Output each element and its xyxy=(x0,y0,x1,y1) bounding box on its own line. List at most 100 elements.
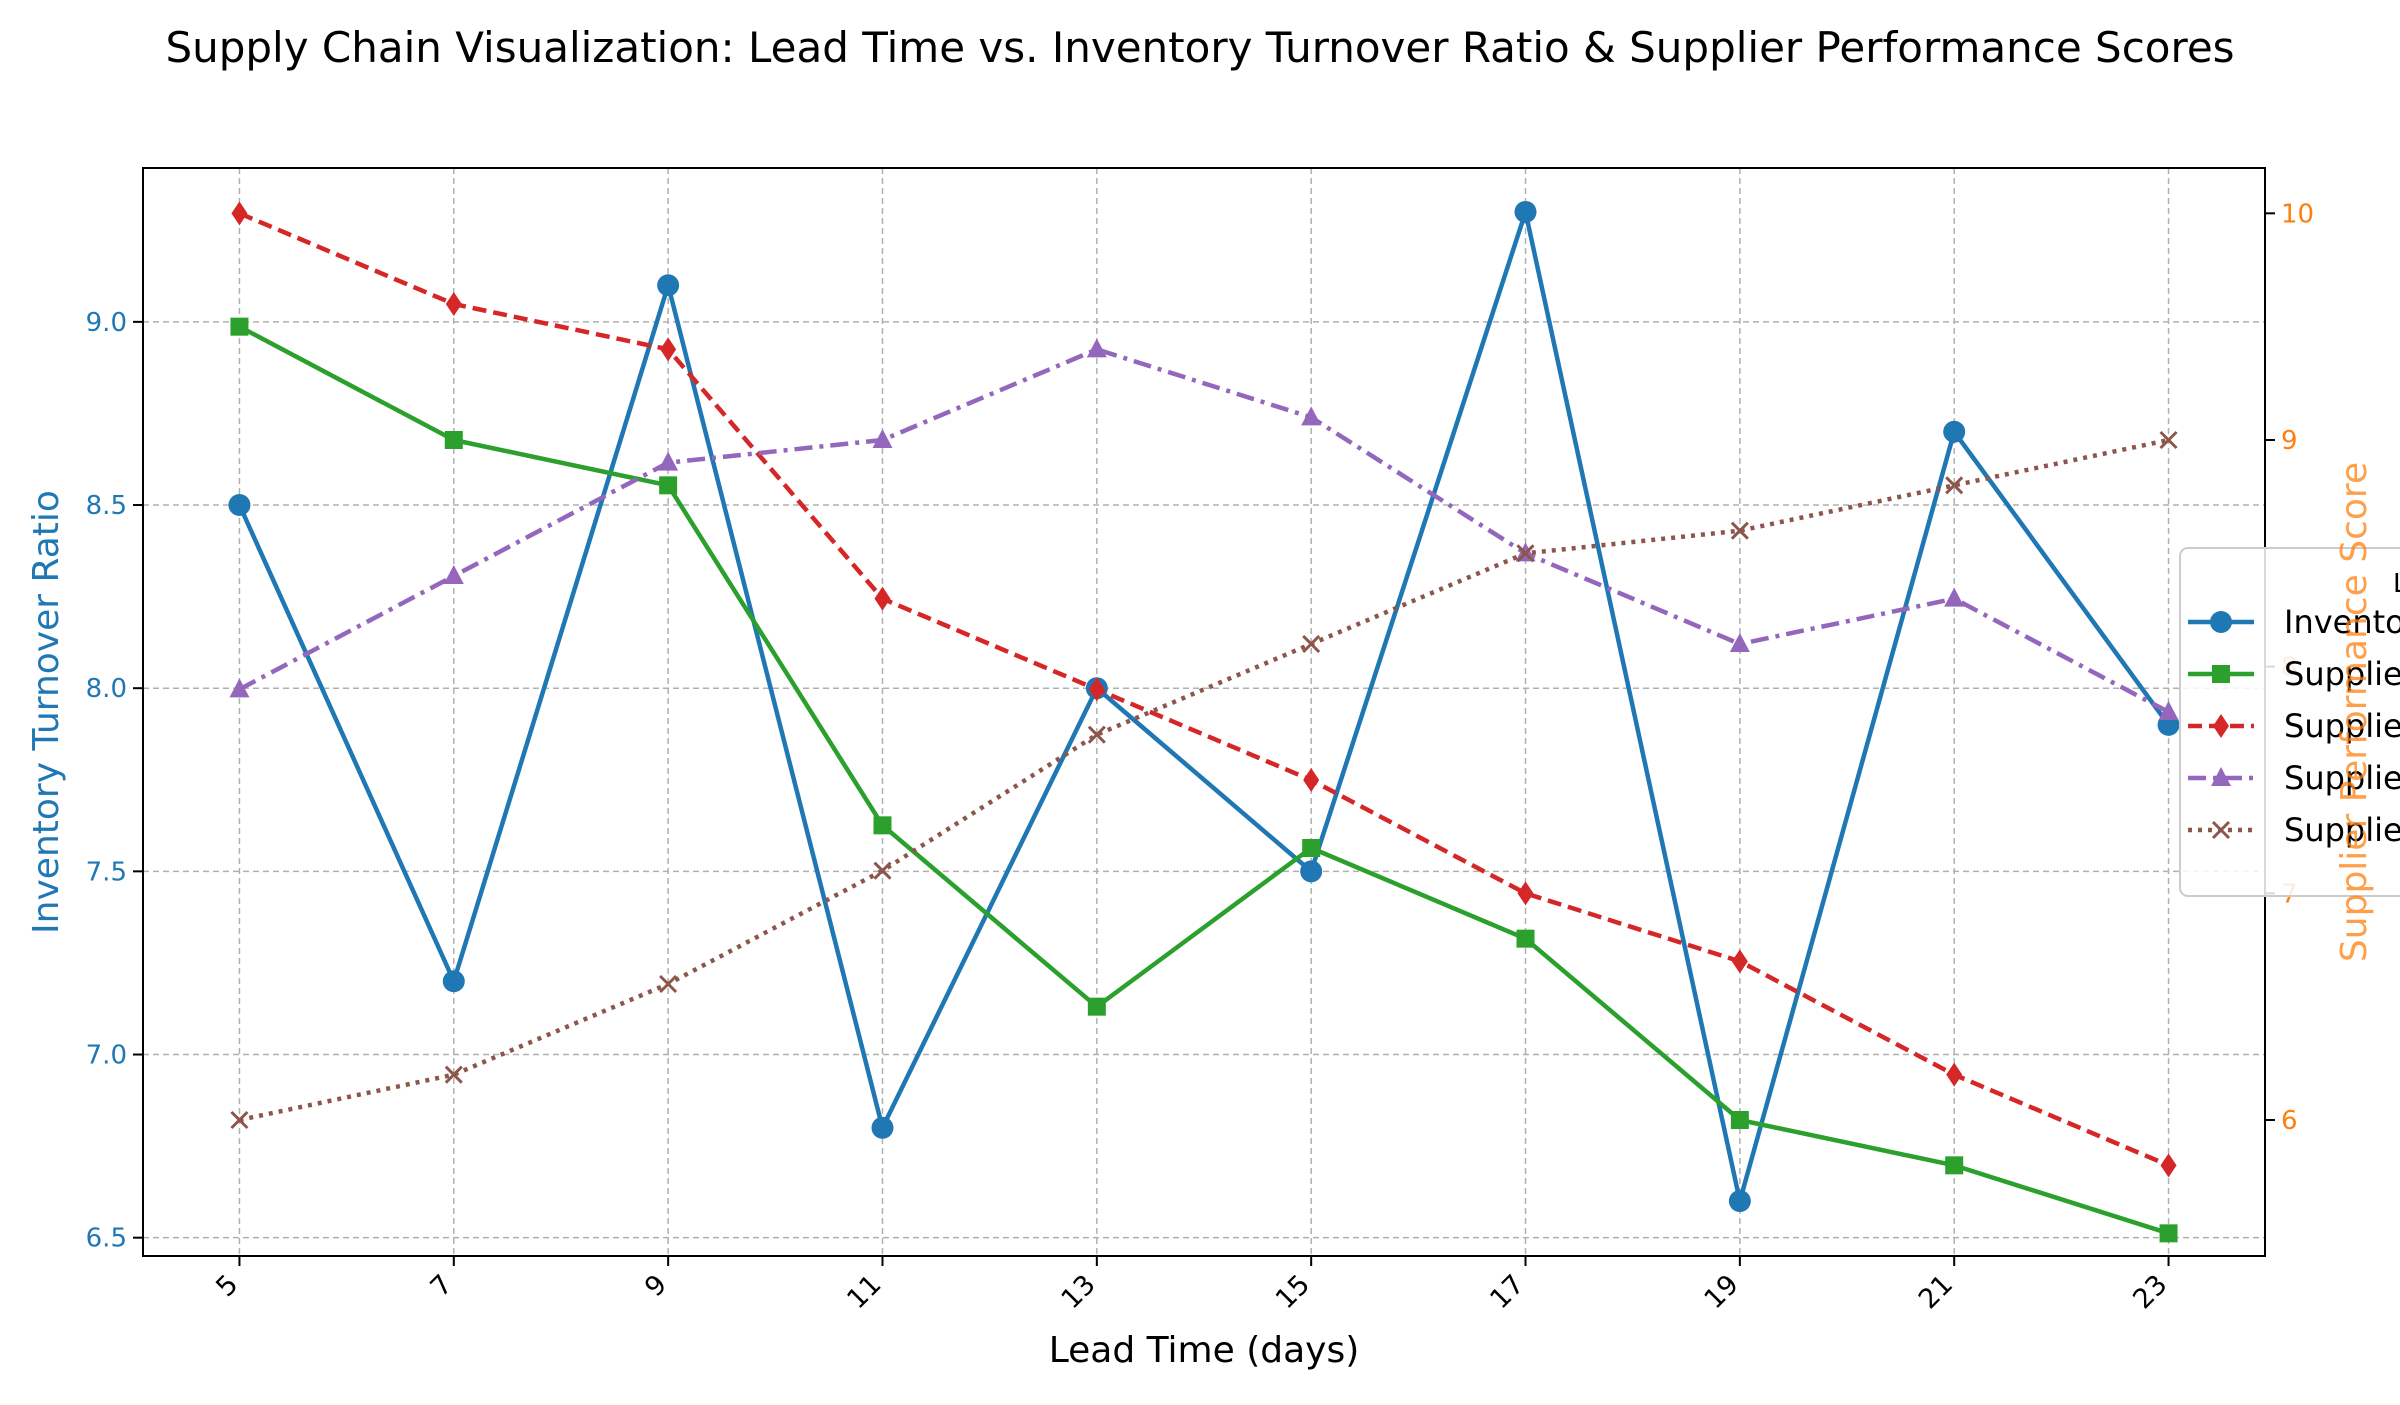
legend-item-1: Invento xyxy=(2188,603,2400,641)
legend-label: Supplie xyxy=(2284,811,2400,849)
series-2 xyxy=(230,317,2178,1243)
series-3-point xyxy=(1303,768,1320,792)
series-1-line xyxy=(237,209,2171,1204)
series-3-point xyxy=(231,201,248,226)
series-3-line xyxy=(238,211,2170,1168)
series-4-point xyxy=(443,565,464,584)
series-1-point xyxy=(1300,860,1323,883)
legend-label: Supplie xyxy=(2284,759,2400,797)
legend-marker xyxy=(2211,767,2231,786)
series-1 xyxy=(228,200,2180,1213)
series-5-point xyxy=(659,974,678,994)
series-3-point xyxy=(445,292,462,316)
series-4-point xyxy=(1301,406,1322,426)
legend: L Invento Supplie Supplie Supplie Supplie xyxy=(2179,547,2400,897)
series-1-point xyxy=(442,970,465,993)
series-5-point xyxy=(1302,634,1321,654)
legend-item-3: Supplie xyxy=(2188,707,2400,745)
series-layer xyxy=(228,200,2180,1243)
x-tick-label: 9 xyxy=(639,1269,673,1303)
series-5-point xyxy=(1516,544,1535,563)
y-left-tick-label: 6.5 xyxy=(86,1224,127,1254)
series-1-point xyxy=(657,274,680,297)
x-tick-label: 13 xyxy=(1056,1269,1102,1315)
series-1-point xyxy=(1728,1190,1751,1213)
x-tick-label: 23 xyxy=(2127,1269,2173,1315)
x-tick-label: 21 xyxy=(1913,1269,1959,1315)
series-3-point xyxy=(1946,1062,1963,1087)
y-right-tick-label: 10 xyxy=(2281,199,2314,229)
series-2-point xyxy=(659,476,678,495)
series-4-point xyxy=(229,678,250,698)
series-3-point xyxy=(2160,1153,2177,1178)
x-axis-label: Lead Time (days) xyxy=(1049,1330,1360,1371)
series-4-point xyxy=(1086,338,1107,358)
series-5-point xyxy=(1730,521,1749,540)
series-5-point xyxy=(444,1065,463,1084)
series-5-point xyxy=(2159,430,2178,450)
legend-marker xyxy=(2211,820,2231,840)
series-4-point xyxy=(1729,633,1750,652)
axis-layer: 579111315171921236.57.07.58.08.59.067891… xyxy=(86,199,2314,1315)
series-2-point xyxy=(1302,839,1321,857)
series-4 xyxy=(229,338,2179,720)
series-3-point xyxy=(874,586,891,611)
plot-frame xyxy=(142,167,2266,1257)
series-1-point xyxy=(1514,200,1537,223)
series-2-line xyxy=(238,324,2170,1236)
series-4-line xyxy=(238,347,2170,714)
series-2-point xyxy=(873,816,892,835)
series-4-point xyxy=(1944,587,1965,607)
series-3-point xyxy=(1731,949,1748,974)
series-2-point xyxy=(444,431,463,449)
series-3-point xyxy=(660,337,677,362)
legend-label: Supplie xyxy=(2284,655,2400,693)
series-4-point xyxy=(658,451,679,471)
series-5-point xyxy=(1087,725,1106,744)
legend-marker xyxy=(2212,665,2230,683)
series-2-point xyxy=(230,317,249,336)
series-2-point xyxy=(1087,997,1106,1016)
chart-title: Supply Chain Visualization: Lead Time vs… xyxy=(165,23,2234,72)
series-1-point xyxy=(1943,420,1966,443)
series-2-point xyxy=(1730,1111,1749,1129)
legend-item-5: Supplie xyxy=(2188,811,2400,849)
legend-frame xyxy=(2179,547,2400,897)
series-5-point xyxy=(873,861,892,880)
legend-item-2: Supplie xyxy=(2188,655,2400,693)
y-left-tick-label: 8.0 xyxy=(86,674,127,704)
x-tick-label: 11 xyxy=(841,1269,887,1315)
series-4-point xyxy=(872,429,893,448)
y-left-tick-label: 9.0 xyxy=(86,308,127,338)
series-3 xyxy=(231,201,2177,1178)
series-5 xyxy=(230,430,2178,1130)
legend-item-4: Supplie xyxy=(2188,759,2400,797)
y-right-tick-label: 6 xyxy=(2281,1106,2298,1136)
series-5-point xyxy=(230,1110,249,1130)
x-tick-label: 7 xyxy=(425,1269,459,1303)
grid-layer xyxy=(143,168,2265,1256)
series-2-point xyxy=(2159,1224,2178,1243)
y-left-tick-label: 7.0 xyxy=(86,1041,127,1071)
series-2-point xyxy=(1516,929,1535,948)
y-right-tick-label: 9 xyxy=(2281,426,2298,456)
series-4-point xyxy=(2158,701,2179,720)
legend-label: Supplie xyxy=(2284,707,2400,745)
x-tick-label: 5 xyxy=(210,1269,244,1303)
series-5-point xyxy=(1945,476,1964,495)
x-tick-label: 19 xyxy=(1699,1269,1745,1315)
x-tick-label: 17 xyxy=(1484,1269,1530,1315)
series-3-point xyxy=(1517,881,1534,906)
legend-marker xyxy=(2210,611,2232,633)
legend-title: L xyxy=(2393,569,2400,599)
x-tick-label: 15 xyxy=(1270,1269,1316,1315)
series-2-point xyxy=(1945,1156,1964,1175)
series-1-point xyxy=(228,494,251,517)
series-3-point xyxy=(1088,677,1105,702)
series-1-point xyxy=(871,1116,894,1139)
y-axis-label-right: Supplier Performance Score xyxy=(2334,462,2375,962)
legend-label: Invento xyxy=(2284,603,2400,641)
y-left-tick-label: 7.5 xyxy=(86,857,127,887)
